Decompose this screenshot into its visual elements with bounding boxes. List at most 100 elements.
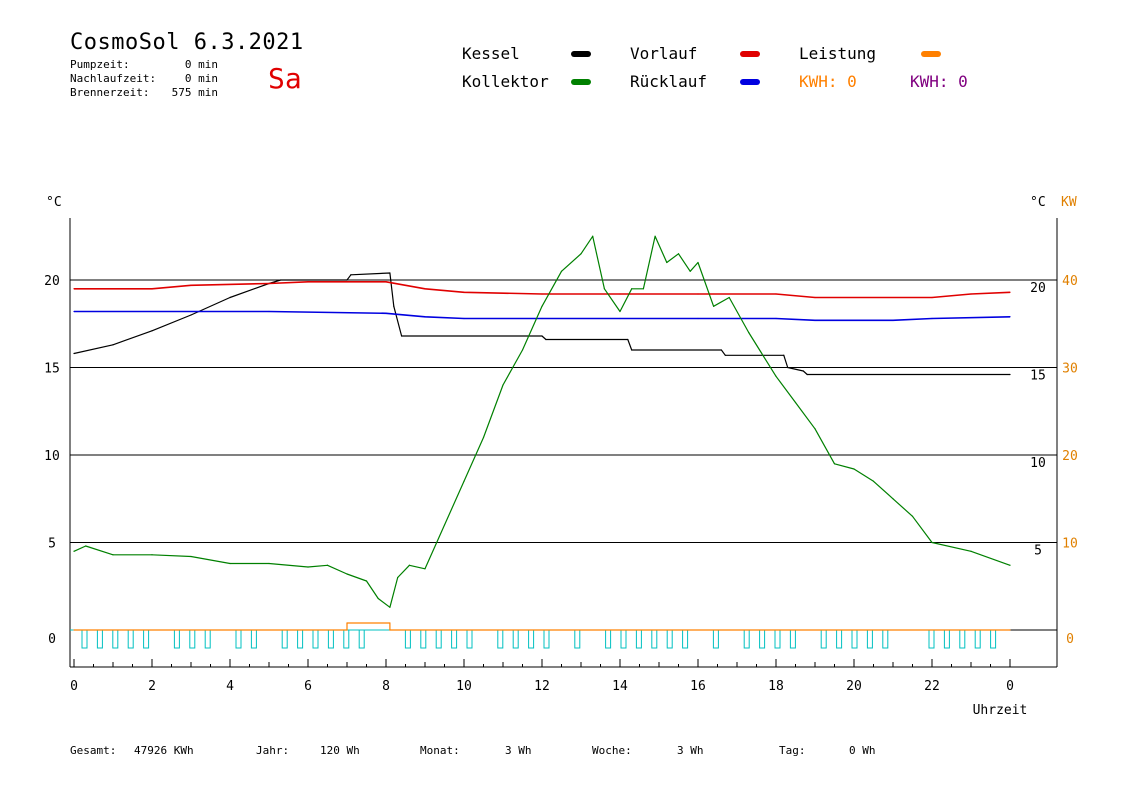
- chart-title: CosmoSol 6.3.2021: [70, 30, 304, 55]
- y-left-tick-5: 5: [48, 537, 56, 552]
- pump-marker: [435, 629, 442, 649]
- series-0-point-8: [350, 274, 352, 276]
- series-3-point-41: [853, 468, 855, 470]
- series-3-point-44: [911, 515, 914, 517]
- y-kw-tick-40: 40: [1062, 274, 1078, 289]
- y-kw-tick-30: 30: [1062, 362, 1078, 377]
- legend-kollektor-swatch: [571, 79, 591, 85]
- pump-marker: [882, 629, 889, 649]
- y-kw-unit: KW: [1061, 195, 1077, 210]
- legend-kessel-swatch: [571, 51, 591, 57]
- footer-jahr-label: Jahr:: [256, 744, 290, 757]
- series-1-point-6: [424, 288, 426, 290]
- series-0: [73, 272, 1010, 376]
- series-3-point-16: [443, 524, 446, 526]
- pump-marker: [990, 629, 997, 649]
- pump-marker: [358, 629, 365, 649]
- series-0-point-19: [787, 366, 789, 369]
- series-3-point-26: [619, 310, 621, 313]
- series-3-point-31: [677, 253, 680, 255]
- series-3-point-30: [666, 261, 668, 264]
- pump-marker: [327, 629, 334, 649]
- pump-marker: [682, 629, 689, 649]
- series-1-point-2: [190, 284, 192, 286]
- y-left-tick-20: 20: [44, 274, 60, 289]
- series-1-point-12: [814, 296, 816, 299]
- y-right-tick-5: 5: [1034, 544, 1042, 559]
- pump-marker: [297, 629, 304, 649]
- pump-marker: [96, 629, 103, 649]
- pump-marker: [774, 629, 781, 649]
- legend-kessel-label: Kessel: [462, 44, 520, 63]
- series-2-point-5: [541, 317, 543, 320]
- pumpzeit-label: Pumpzeit:: [70, 58, 130, 71]
- series-3-point-25: [603, 288, 606, 290]
- series-2-point-2: [385, 312, 387, 314]
- pump-marker: [127, 629, 134, 649]
- x-tick-label-4: 8: [382, 679, 390, 694]
- y-right-unit: °C: [1030, 195, 1046, 210]
- legend-leistung-swatch: [921, 51, 941, 57]
- pump-marker: [173, 629, 180, 649]
- series-2-point-6: [619, 317, 621, 320]
- brennerzeit-label: Brennerzeit:: [70, 86, 150, 99]
- series-1-point-15: [1009, 291, 1011, 293]
- series-4-point-4: [389, 629, 391, 631]
- nachlaufzeit-value: 0 min: [184, 72, 218, 85]
- series-2-point-1: [268, 310, 270, 313]
- series-4-point-3: [389, 622, 391, 624]
- series-4-point-5: [1009, 629, 1011, 631]
- series-3-point-10: [365, 580, 368, 582]
- pump-marker: [666, 629, 673, 649]
- series-2-point-4: [463, 317, 465, 320]
- y-right-tick-15: 15: [1030, 369, 1046, 384]
- weekday-label: Sa: [268, 62, 302, 95]
- series-3-point-36: [748, 331, 750, 334]
- footer-monat-value: 3 Wh: [505, 744, 532, 757]
- series-3-point-12: [389, 606, 391, 608]
- series-3-point-33: [697, 261, 699, 264]
- footer-tag-label: Tag:: [779, 744, 806, 757]
- series-0-point-0: [73, 352, 75, 355]
- pump-marker: [497, 629, 504, 649]
- series-3-point-15: [424, 568, 426, 570]
- y-kw-tick-20: 20: [1062, 449, 1078, 464]
- series-0-point-7: [346, 279, 348, 281]
- series-1-point-14: [970, 293, 972, 295]
- x-tick-label-11: 22: [924, 679, 940, 694]
- x-tick-label-6: 12: [534, 679, 550, 694]
- x-tick-label-12: 0: [1006, 679, 1014, 694]
- pump-marker: [851, 629, 858, 649]
- series-4-point-2: [346, 622, 348, 624]
- series-0-point-16: [720, 349, 723, 351]
- series-2-point-10: [892, 319, 894, 321]
- series-3-point-17: [463, 480, 465, 482]
- series-1-point-5: [385, 281, 387, 283]
- pump-marker: [512, 629, 519, 649]
- x-tick-label-2: 4: [226, 679, 234, 694]
- pump-markers: [70, 629, 1010, 649]
- series-1: [74, 280, 1011, 299]
- pump-marker: [959, 629, 966, 649]
- series-0-point-13: [545, 338, 547, 341]
- series-0-point-12: [541, 335, 543, 337]
- series-0-point-17: [724, 354, 726, 356]
- footer-monat-label: Monat:: [420, 744, 460, 757]
- series-0-point-11: [401, 335, 403, 337]
- x-tick-label-10: 20: [846, 679, 862, 694]
- pump-marker: [528, 629, 535, 649]
- series-3: [73, 235, 1011, 608]
- series-1-point-10: [697, 293, 699, 295]
- series-1-point-4: [307, 281, 309, 283]
- series-1-point-1: [151, 288, 153, 290]
- footer-woche-label: Woche:: [592, 744, 632, 757]
- series-0-point-9: [389, 272, 391, 274]
- y-right-tick-20: 20: [1030, 281, 1046, 296]
- x-tick-label-9: 18: [768, 679, 784, 694]
- series-2-point-11: [931, 317, 933, 320]
- series-3-point-20: [521, 349, 524, 351]
- x-tick-label-5: 10: [456, 679, 472, 694]
- series-3-point-9: [346, 573, 348, 575]
- series-4-point-0: [73, 629, 75, 631]
- series-1-point-11: [775, 293, 777, 295]
